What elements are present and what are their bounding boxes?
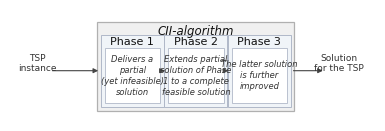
Text: Phase 3: Phase 3 [238,37,281,47]
Text: Extends partial
solution of Phase
1 to a complete
feasible solution: Extends partial solution of Phase 1 to a… [160,55,231,97]
Bar [232,48,287,103]
Bar [101,35,164,107]
Bar [164,35,227,107]
Text: The latter solution
is further
improved: The latter solution is further improved [221,60,298,91]
Text: CII-algorithm: CII-algorithm [157,25,234,38]
Bar [168,48,224,103]
Bar [97,22,294,111]
Text: Delivers a
partial
(yet infeasible)
solution: Delivers a partial (yet infeasible) solu… [101,55,164,97]
Text: Phase 2: Phase 2 [174,37,218,47]
Text: Solution
for the TSP: Solution for the TSP [314,54,364,73]
Text: TSP
instance: TSP instance [18,54,57,73]
Text: Phase 1: Phase 1 [110,37,154,47]
Bar [104,48,160,103]
Bar [228,35,291,107]
